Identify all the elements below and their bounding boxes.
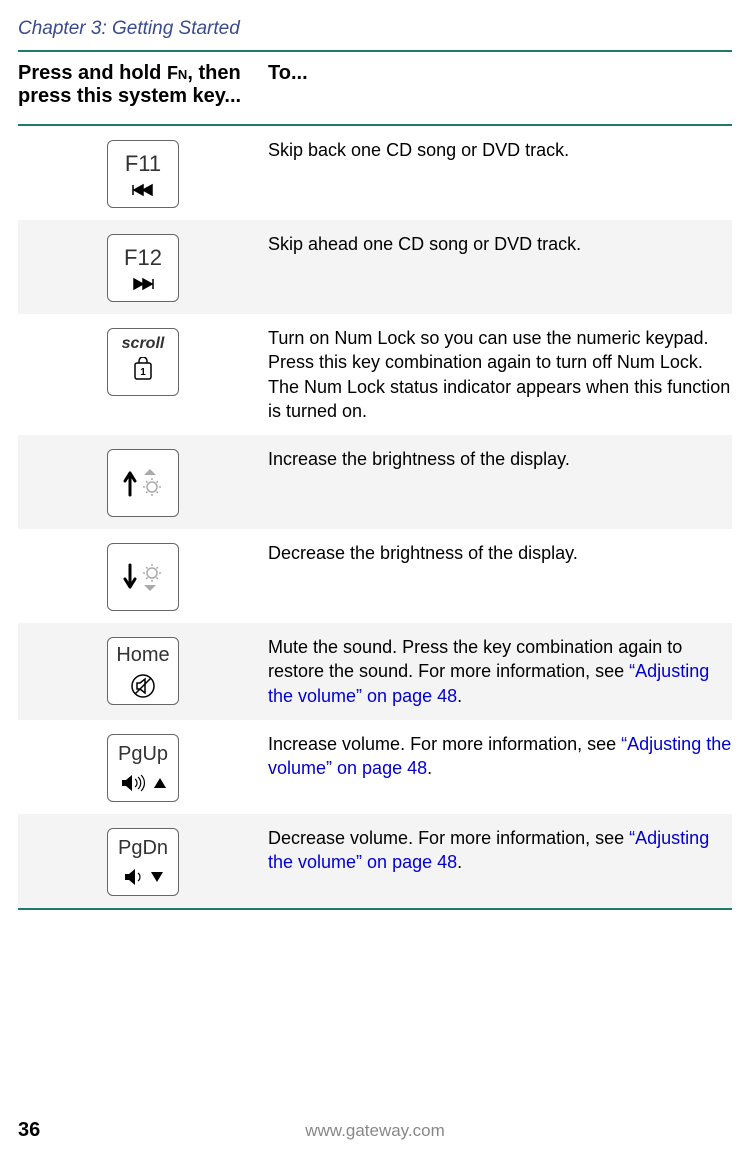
- table-row: PgUp Increase volume. For more informati…: [18, 720, 732, 814]
- skip-forward-icon: [131, 277, 155, 291]
- row-desc: Decrease volume. For more information, s…: [268, 824, 732, 896]
- page-number: 36: [18, 1119, 40, 1142]
- row-desc: Skip ahead one CD song or DVD track.: [268, 230, 732, 302]
- triangle-down-icon: [150, 871, 164, 883]
- row-desc: Decrease the brightness of the display.: [268, 539, 732, 611]
- row-desc: Turn on Num Lock so you can use the nume…: [268, 324, 732, 423]
- footer-url: www.gateway.com: [305, 1121, 445, 1141]
- skip-back-icon: [131, 183, 155, 197]
- key-label: PgUp: [118, 743, 168, 766]
- key-label: Home: [116, 644, 169, 667]
- key-f11: F11: [107, 140, 179, 208]
- chapter-title: Chapter 3: Getting Started: [18, 18, 732, 40]
- table-row: scroll 1 Turn on Num Lock so you can use…: [18, 314, 732, 435]
- brightness-up-icon: [118, 461, 168, 505]
- table-row: PgDn Decrease volume. For more informati…: [18, 814, 732, 908]
- table-row: Home Mute the sound. Press the key combi…: [18, 623, 732, 720]
- page-footer: 36 www.gateway.com: [18, 1119, 732, 1142]
- header-right: To...: [268, 62, 732, 108]
- desc-post: .: [457, 852, 462, 872]
- row-desc: Mute the sound. Press the key combinatio…: [268, 633, 732, 708]
- numlock-icon: 1: [132, 357, 154, 381]
- svg-text:1: 1: [140, 367, 146, 378]
- desc-pre: Decrease volume. For more information, s…: [268, 828, 629, 848]
- header-left-pre: Press and hold: [18, 62, 167, 84]
- row-desc: Skip back one CD song or DVD track.: [268, 136, 732, 208]
- table-row: F12 Skip ahead one CD song or DVD track.: [18, 220, 732, 314]
- key-brightness-down: [107, 543, 179, 611]
- header-fn: Fn: [167, 63, 187, 83]
- desc-post: .: [427, 758, 432, 778]
- table-row: Decrease the brightness of the display.: [18, 529, 732, 623]
- key-pgdn: PgDn: [107, 828, 179, 896]
- row-desc: Increase the brightness of the display.: [268, 445, 732, 517]
- table-row: F11 Skip back one CD song or DVD track.: [18, 126, 732, 220]
- key-pgup: PgUp: [107, 734, 179, 802]
- key-home: Home: [107, 637, 179, 705]
- fn-key-table: Press and hold Fn, then press this syste…: [18, 50, 732, 910]
- triangle-up-icon: [153, 777, 167, 789]
- key-label: scroll: [122, 335, 165, 353]
- volume-down-icon: [123, 866, 147, 888]
- desc-pre: Mute the sound. Press the key combinatio…: [268, 637, 682, 681]
- key-brightness-up: [107, 449, 179, 517]
- table-row: Increase the brightness of the display.: [18, 435, 732, 529]
- desc-pre: Increase volume. For more information, s…: [268, 734, 621, 754]
- desc-post: .: [457, 686, 462, 706]
- key-scroll: scroll 1: [107, 328, 179, 396]
- key-label: PgDn: [118, 837, 168, 860]
- brightness-down-icon: [118, 555, 168, 599]
- header-left: Press and hold Fn, then press this syste…: [18, 62, 268, 108]
- mute-icon: [129, 673, 157, 699]
- key-label: F12: [124, 245, 162, 271]
- table-header-row: Press and hold Fn, then press this syste…: [18, 52, 732, 126]
- row-desc: Increase volume. For more information, s…: [268, 730, 732, 802]
- volume-up-icon: [120, 772, 150, 794]
- key-f12: F12: [107, 234, 179, 302]
- key-label: F11: [125, 151, 161, 177]
